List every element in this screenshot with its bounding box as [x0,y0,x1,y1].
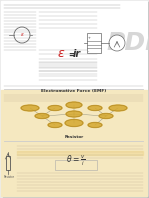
Text: +: + [88,36,91,40]
Ellipse shape [66,111,82,117]
Text: $\varepsilon$: $\varepsilon$ [57,47,65,60]
Text: ir: ir [73,49,81,59]
Ellipse shape [99,113,113,118]
Ellipse shape [48,106,62,110]
Bar [6,156,10,170]
Text: -: - [88,49,89,53]
Ellipse shape [65,120,83,127]
Ellipse shape [35,113,49,118]
Ellipse shape [109,105,127,111]
Bar [55,160,97,170]
Ellipse shape [48,123,62,128]
Text: $\theta = \frac{v}{i}$: $\theta = \frac{v}{i}$ [66,153,86,168]
Text: $\varepsilon$: $\varepsilon$ [21,31,25,38]
Text: Resistor: Resistor [4,175,15,179]
Circle shape [109,35,125,51]
Text: Resistor: Resistor [64,135,84,140]
Ellipse shape [88,123,102,128]
Bar [1,143,147,196]
Text: PDF: PDF [106,31,149,55]
Text: =: = [66,50,79,59]
Bar [87,33,101,53]
Text: Electromotive Force (EMF): Electromotive Force (EMF) [41,89,107,93]
Bar [17,151,143,155]
Ellipse shape [66,102,82,108]
Ellipse shape [21,105,39,111]
Ellipse shape [88,106,102,110]
Bar [1,90,147,143]
